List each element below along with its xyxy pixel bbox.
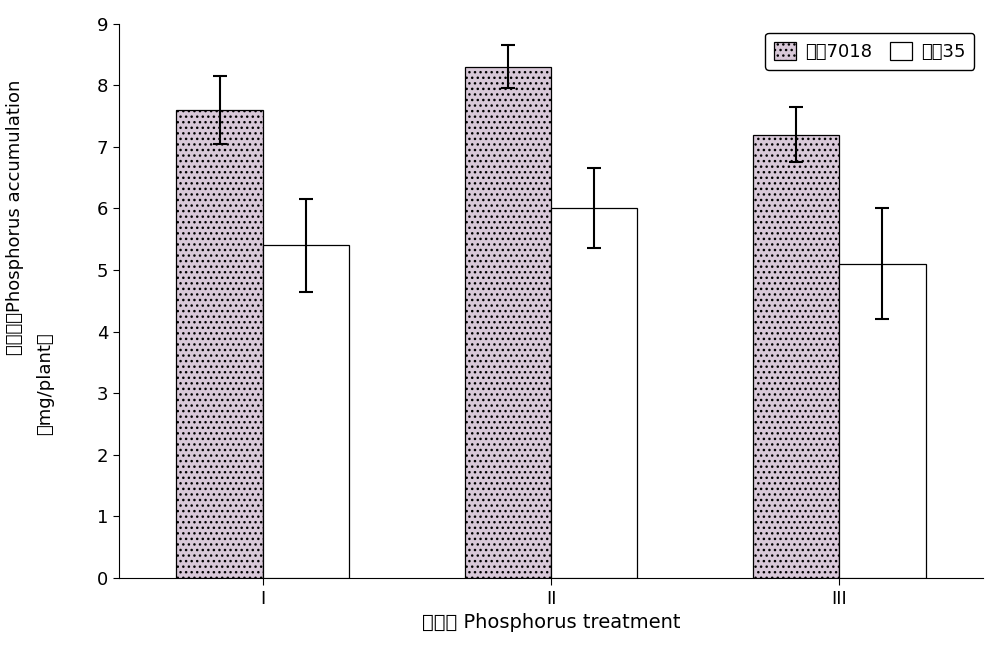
Text: （mg/plant）: （mg/plant） <box>36 333 54 435</box>
X-axis label: 磷处理 Phosphorus treatment: 磷处理 Phosphorus treatment <box>422 613 680 632</box>
Legend: 东农7018, 黑河35: 东农7018, 黑河35 <box>765 32 974 70</box>
Bar <box>753 134 839 578</box>
Text: 磷积累量Phosphorus accumulation: 磷积累量Phosphorus accumulation <box>6 80 24 356</box>
Bar <box>551 208 637 578</box>
Bar <box>263 245 349 578</box>
Bar <box>839 264 926 578</box>
Bar <box>176 110 263 578</box>
Bar <box>465 67 551 578</box>
